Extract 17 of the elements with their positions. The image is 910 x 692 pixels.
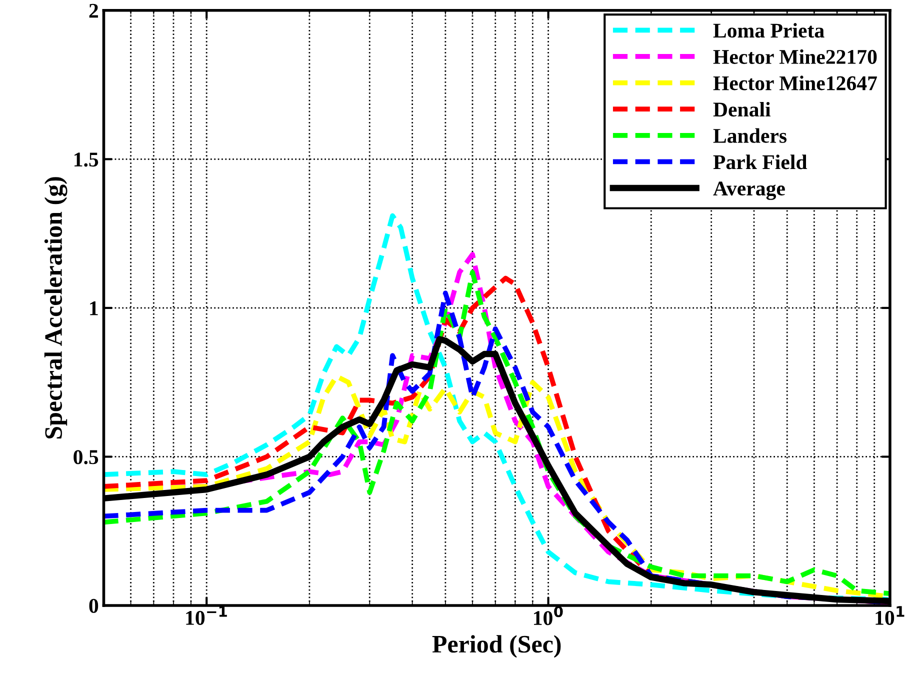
x-tick-label: 10$^{0}$ — [534, 606, 563, 626]
y-tick-label: 0 — [89, 598, 98, 613]
legend-label: Park Field — [713, 154, 808, 170]
legend-label: Hector Mine12647 — [713, 76, 877, 90]
legend-label: Denali — [713, 102, 771, 117]
legend-label: Loma Prieta — [713, 23, 824, 38]
y-axis-title: Spectral Acceleration (g) — [44, 177, 68, 439]
x-tick-label: 10$^{−1}$ — [186, 606, 227, 625]
y-tick-label: 1 — [90, 301, 98, 316]
legend-label: Landers — [713, 128, 787, 143]
y-tick-label: 1.5 — [74, 152, 98, 167]
legend-label: Hector Mine22170 — [713, 49, 877, 64]
legend-label: Average — [713, 182, 785, 200]
y-tick-label: 0.5 — [74, 450, 98, 464]
y-tick-label: 2 — [89, 4, 98, 18]
x-axis-title: Period (Sec) — [432, 635, 561, 658]
x-tick-label: 10$^{1}$ — [876, 606, 904, 625]
